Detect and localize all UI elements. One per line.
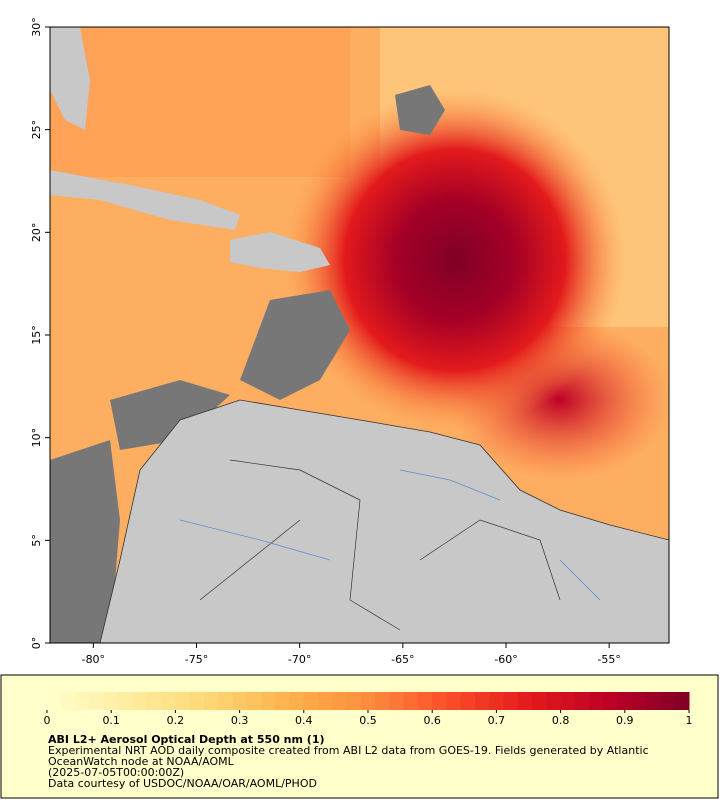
colorbar-segment (303, 692, 319, 710)
colorbar-segment (189, 692, 205, 710)
caption-line: (2025-07-05T00:00:00Z) (48, 766, 184, 779)
map (50, 27, 669, 643)
colorbar-segment (104, 692, 119, 710)
colorbar-tick-label: 0.1 (102, 714, 120, 727)
colorbar-segment (532, 692, 547, 710)
colorbar-segment (432, 692, 447, 710)
colorbar-segment (446, 692, 462, 710)
colorbar-segment (175, 692, 191, 710)
colorbar-segment (417, 692, 433, 710)
colorbar-segment (674, 692, 690, 710)
colorbar-tick-label: 1 (686, 714, 693, 727)
colorbar-tick-label: 0.3 (231, 714, 249, 727)
colorbar-segment (118, 692, 134, 710)
colorbar-segment (261, 692, 276, 710)
x-tick-label: -55° (597, 653, 620, 666)
x-tick-label: -65° (391, 653, 414, 666)
colorbar-segment (660, 692, 676, 710)
colorbar-segment (203, 692, 219, 710)
colorbar-segment (61, 692, 77, 710)
x-tick-label: -80° (82, 653, 105, 666)
colorbar-tick-label: 0.7 (488, 714, 506, 727)
colorbar-segment (375, 692, 390, 710)
colorbar-segment (517, 692, 533, 710)
x-tick-label: -75° (185, 653, 208, 666)
colorbar-segment (332, 692, 348, 710)
colorbar-segment (475, 692, 490, 710)
y-tick-label: 0° (30, 637, 43, 650)
colorbar-segment (232, 692, 248, 710)
colorbar: 0 0.1 0.2 0.3 0.4 0.5 0.6 0.7 0.8 0.9 1 (44, 692, 693, 727)
colorbar-segment (603, 692, 619, 710)
colorbar-segment (360, 692, 376, 710)
colorbar-segment (75, 692, 91, 710)
colorbar-tick-label: 0.9 (616, 714, 634, 727)
colorbar-tick-label: 0.5 (359, 714, 377, 727)
caption-line: Data courtesy of USDOC/NOAA/OAR/AOML/PHO… (48, 777, 317, 790)
colorbar-tick-label: 0.4 (295, 714, 313, 727)
colorbar-segment (146, 692, 162, 710)
colorbar-segment (560, 692, 576, 710)
colorbar-segment (503, 692, 519, 710)
colorbar-segment (161, 692, 176, 710)
colorbar-tick-label: 0.2 (167, 714, 185, 727)
colorbar-segment (460, 692, 476, 710)
caption-line: Experimental NRT AOD daily composite cre… (48, 744, 649, 757)
colorbar-segment (389, 692, 405, 710)
colorbar-segment (489, 692, 505, 710)
colorbar-segment (589, 692, 604, 710)
colorbar-tick-label: 0.8 (552, 714, 570, 727)
y-tick-label: 25° (30, 120, 43, 140)
colorbar-segment (403, 692, 419, 710)
colorbar-segment (646, 692, 661, 710)
colorbar-segment (346, 692, 362, 710)
x-tick-label: -60° (494, 653, 517, 666)
y-tick-label: 30° (30, 17, 43, 37)
y-tick-label: 10° (30, 428, 43, 448)
colorbar-segment (218, 692, 233, 710)
colorbar-segment (318, 692, 333, 710)
caption-line: OceanWatch node at NOAA/AOML (48, 755, 235, 768)
colorbar-tick-label: 0 (44, 714, 51, 727)
colorbar-segment (47, 692, 62, 710)
caption-title: ABI L2+ Aerosol Optical Depth at 550 nm … (48, 733, 325, 746)
y-tick-label: 5° (30, 534, 43, 547)
colorbar-segment (89, 692, 105, 710)
colorbar-segment (574, 692, 590, 710)
x-tick-label: -70° (288, 653, 311, 666)
colorbar-segment (132, 692, 148, 710)
y-tick-label: 20° (30, 223, 43, 243)
colorbar-segment (246, 692, 262, 710)
colorbar-segment (631, 692, 647, 710)
colorbar-tick-label: 0.6 (423, 714, 441, 727)
colorbar-segment (275, 692, 291, 710)
y-tick-label: 15° (30, 325, 43, 345)
colorbar-segment (289, 692, 305, 710)
colorbar-segment (546, 692, 562, 710)
colorbar-segment (617, 692, 633, 710)
axes: -80° -75° -70° -65° -60° -55° 0° 5° 10° 15° 20° 25°… (30, 17, 621, 666)
